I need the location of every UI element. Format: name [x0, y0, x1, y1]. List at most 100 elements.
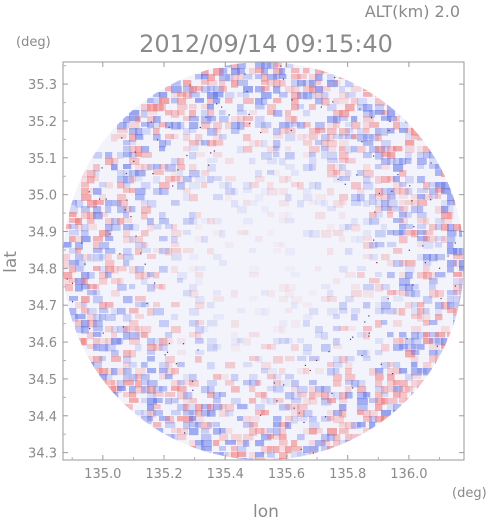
field-cell-positive [339, 428, 349, 434]
field-cell-negative [159, 344, 168, 351]
field-cell-positive [417, 200, 428, 207]
field-cell-negative [243, 440, 250, 447]
field-speck [101, 167, 103, 169]
field-cell-positive [333, 110, 343, 117]
field-cell-negative [339, 116, 348, 121]
field-cell-negative [429, 350, 438, 356]
field-cell-negative [153, 98, 162, 105]
field-cell-negative [69, 308, 77, 315]
field-speck [71, 282, 73, 284]
field-cell-negative [213, 86, 224, 93]
field-cell-negative [309, 446, 319, 452]
field-cell-negative [129, 362, 137, 368]
field-cell-negative [369, 434, 380, 441]
field-cell-positive [261, 446, 272, 454]
field-cell-positive [357, 386, 367, 393]
field-cell-negative [333, 356, 342, 364]
field-cell-positive [381, 194, 391, 201]
field-cell-negative [117, 326, 128, 333]
field-cell-negative [315, 440, 326, 447]
field-cell-positive [339, 212, 346, 220]
field-cell-negative [357, 98, 368, 106]
field-cell-negative [147, 356, 155, 362]
field-speck [328, 351, 330, 353]
field-cell-positive [249, 452, 256, 460]
field-speck [356, 174, 358, 176]
field-cell-positive [135, 314, 144, 319]
field-cell-positive [105, 266, 115, 273]
field-cell-positive [183, 416, 194, 423]
field-cell-negative [291, 392, 302, 400]
field-cell-negative [189, 374, 197, 382]
field-cell-negative [381, 206, 392, 211]
field-cell-negative [105, 224, 113, 232]
field-speck [312, 452, 314, 454]
field-cell-positive [381, 254, 390, 261]
field-speck [387, 298, 389, 300]
field-cell-positive [105, 368, 114, 375]
field-cell-negative [345, 224, 352, 230]
field-cell-negative [159, 320, 169, 328]
field-cell-negative [243, 92, 250, 98]
field-cell-positive [303, 152, 312, 158]
field-cell-negative [135, 170, 146, 177]
field-cell-negative [123, 296, 133, 304]
field-cell-positive [99, 278, 108, 285]
field-cell-positive [279, 200, 289, 207]
field-cell-negative [87, 254, 94, 262]
field-cell-negative [171, 254, 182, 261]
field-cell-negative [339, 404, 347, 411]
field-cell-negative [303, 230, 313, 237]
field-cell-positive [147, 110, 158, 116]
field-cell-negative [375, 350, 383, 356]
field-cell-negative [375, 308, 384, 315]
field-cell-positive [123, 218, 133, 224]
field-cell-negative [291, 170, 299, 176]
field-cell-negative [429, 374, 439, 380]
field-cell-positive [129, 188, 136, 193]
field-cell-negative [261, 98, 268, 105]
field-cell-positive [435, 194, 442, 199]
field-cell-negative [159, 188, 169, 195]
field-speck [150, 121, 152, 123]
field-speck [246, 90, 248, 93]
field-cell-negative [225, 440, 236, 445]
field-cell-positive [411, 380, 418, 388]
field-cell-negative [381, 116, 392, 121]
field-cell-negative [189, 404, 197, 411]
field-cell-negative [423, 308, 430, 315]
field-cell-negative [93, 254, 104, 262]
field-cell-positive [291, 410, 298, 417]
field-speck [408, 249, 410, 251]
field-cell-positive [195, 302, 205, 309]
field-cell-negative [129, 332, 140, 340]
field-cell-positive [105, 158, 114, 166]
field-cell-positive [93, 338, 100, 345]
field-cell-positive [183, 248, 194, 254]
field-cell-positive [129, 392, 137, 398]
field-cell-positive [303, 368, 310, 375]
field-cell-positive [399, 260, 408, 267]
field-speck [411, 200, 413, 202]
reflectivity-field [63, 62, 464, 460]
field-cell-negative [69, 224, 79, 230]
field-cell-negative [201, 404, 211, 410]
field-cell-negative [399, 284, 407, 291]
field-cell-negative [219, 230, 226, 238]
field-cell-negative [123, 254, 134, 261]
field-cell-positive [183, 380, 194, 386]
field-cell-negative [423, 386, 433, 392]
field-cell-negative [117, 284, 127, 291]
field-cell-positive [117, 194, 127, 201]
field-cell-negative [333, 326, 341, 332]
field-cell-negative [165, 164, 176, 172]
field-cell-negative [159, 236, 168, 242]
field-cell-positive [243, 122, 251, 128]
field-cell-negative [159, 146, 166, 152]
field-cell-negative [447, 260, 457, 267]
field-cell-positive [315, 428, 323, 434]
field-cell-negative [159, 140, 167, 148]
field-cell-positive [171, 92, 180, 98]
field-cell-negative [93, 344, 100, 351]
field-cell-negative [435, 338, 444, 346]
